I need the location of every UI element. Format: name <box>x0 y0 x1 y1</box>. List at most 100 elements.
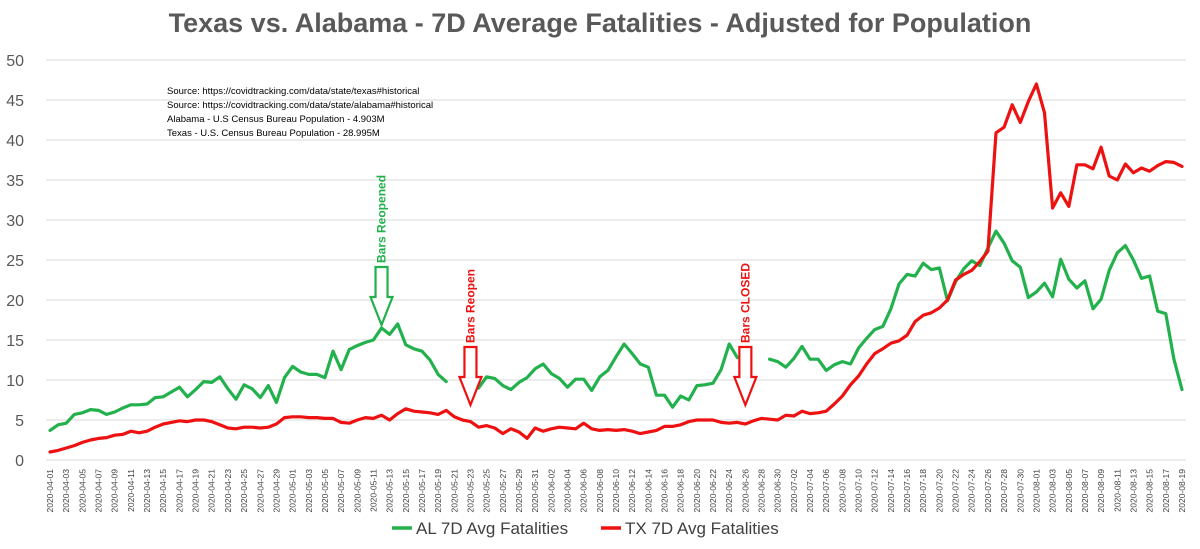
x-tick-label: 2020-06-24 <box>724 469 734 513</box>
x-tick-label: 2020-04-21 <box>207 469 217 513</box>
legend: AL 7D Avg Fatalities TX 7D Avg Fatalities <box>392 519 779 538</box>
source-note: Source: https://covidtracking.com/data/s… <box>167 100 433 111</box>
x-tick-label: 2020-05-07 <box>336 469 346 513</box>
x-tick-label: 2020-07-30 <box>1015 469 1025 513</box>
x-tick-label: 2020-05-31 <box>530 469 540 513</box>
x-tick-label: 2020-04-11 <box>126 469 136 512</box>
source-note: Texas - U.S. Census Bureau Population - … <box>167 128 380 139</box>
x-tick-label: 2020-04-03 <box>61 469 71 513</box>
x-tick-label: 2020-05-15 <box>401 469 411 513</box>
x-tick-label: 2020-07-10 <box>854 469 864 513</box>
x-tick-label: 2020-04-05 <box>77 469 87 513</box>
x-tick-label: 2020-06-10 <box>611 469 621 513</box>
x-tick-label: 2020-04-25 <box>239 469 249 513</box>
x-tick-label: 2020-08-17 <box>1161 469 1171 513</box>
source-note: Alabama - U.S Census Bureau Population -… <box>167 114 385 125</box>
x-tick-label: 2020-06-14 <box>643 469 653 513</box>
legend-label: AL 7D Avg Fatalities <box>416 519 568 538</box>
x-tick-label: 2020-06-18 <box>676 469 686 513</box>
x-tick-label: 2020-06-28 <box>757 469 767 513</box>
down-arrow-icon <box>368 265 395 329</box>
x-tick-label: 2020-06-26 <box>740 469 750 513</box>
x-tick-label: 2020-06-08 <box>595 469 605 513</box>
x-tick-label: 2020-07-16 <box>902 469 912 513</box>
y-tick-label: 10 <box>6 373 24 390</box>
x-tick-label: 2020-05-01 <box>288 469 298 513</box>
annotation-label: Bars CLOSED <box>738 263 752 343</box>
x-tick-label: 2020-04-17 <box>174 469 184 513</box>
x-tick-label: 2020-05-23 <box>465 469 475 513</box>
x-tick-label: 2020-04-13 <box>142 469 152 513</box>
x-tick-label: 2020-06-16 <box>660 469 670 513</box>
x-tick-label: 2020-07-22 <box>951 469 961 513</box>
x-tick-label: 2020-05-27 <box>498 469 508 513</box>
chart-title: Texas vs. Alabama - 7D Average Fatalitie… <box>169 8 1032 38</box>
y-tick-label: 35 <box>6 173 24 190</box>
x-tick-label: 2020-06-04 <box>562 469 572 513</box>
x-tick-label: 2020-06-30 <box>773 469 783 513</box>
x-tick-label: 2020-04-15 <box>158 469 168 513</box>
down-arrow-icon <box>457 345 484 409</box>
x-tick-label: 2020-04-23 <box>223 469 233 513</box>
x-tick-label: 2020-05-09 <box>352 469 362 513</box>
x-tick-label: 2020-05-29 <box>514 469 524 513</box>
down-arrow-icon <box>732 345 758 409</box>
x-tick-label: 2020-08-15 <box>1145 469 1155 513</box>
x-tick-label: 2020-07-26 <box>983 469 993 513</box>
x-tick-label: 2020-04-19 <box>191 469 201 513</box>
x-tick-label: 2020-08-05 <box>1064 469 1074 513</box>
series-line-tx <box>48 82 1184 454</box>
annotation: Bars CLOSED <box>732 263 758 409</box>
x-tick-label: 2020-05-03 <box>304 469 314 513</box>
annotation-label: Bars Reopened <box>375 175 389 263</box>
x-tick-label: 2020-05-05 <box>320 469 330 513</box>
x-tick-label: 2020-08-19 <box>1177 469 1187 513</box>
x-tick-label: 2020-08-13 <box>1128 469 1138 513</box>
x-tick-label: 2020-07-12 <box>870 469 880 513</box>
x-tick-label: 2020-07-04 <box>805 469 815 513</box>
x-tick-label: 2020-07-20 <box>934 469 944 513</box>
y-tick-label: 45 <box>6 93 24 110</box>
x-tick-label: 2020-07-14 <box>886 469 896 513</box>
y-tick-label: 0 <box>15 453 24 470</box>
annotation-label: Bars Reopen <box>463 269 477 343</box>
x-tick-label: 2020-07-28 <box>999 469 1009 513</box>
y-tick-label: 40 <box>6 133 24 150</box>
x-tick-label: 2020-06-06 <box>579 469 589 513</box>
x-tick-label: 2020-07-06 <box>821 469 831 513</box>
x-tick-label: 2020-06-22 <box>708 469 718 513</box>
y-tick-label: 50 <box>6 53 24 70</box>
x-tick-label: 2020-04-07 <box>94 469 104 513</box>
x-tick-label: 2020-04-09 <box>110 469 120 513</box>
x-tick-label: 2020-08-01 <box>1031 469 1041 513</box>
x-tick-label: 2020-05-19 <box>433 469 443 513</box>
y-tick-label: 25 <box>6 253 24 270</box>
y-tick-label: 5 <box>15 413 24 430</box>
x-tick-label: 2020-08-03 <box>1048 469 1058 513</box>
annotations: Bars Reopened Bars Reopen Bars CLOSED <box>368 175 758 409</box>
source-notes: Source: https://covidtracking.com/data/s… <box>167 86 433 139</box>
x-tick-label: 2020-06-02 <box>546 469 556 513</box>
annotation: Bars Reopened <box>368 175 395 329</box>
x-tick-label: 2020-07-24 <box>967 469 977 513</box>
y-axis: 0 5 10 15 20 25 30 35 40 45 50 <box>6 53 24 470</box>
y-tick-label: 30 <box>6 213 24 230</box>
y-tick-label: 20 <box>6 293 24 310</box>
legend-label: TX 7D Avg Fatalities <box>625 519 779 538</box>
x-tick-label: 2020-04-27 <box>255 469 265 513</box>
x-tick-label: 2020-07-18 <box>918 469 928 513</box>
x-tick-label: 2020-07-08 <box>837 469 847 513</box>
annotation: Bars Reopen <box>457 269 484 409</box>
x-tick-label: 2020-07-02 <box>789 469 799 513</box>
gridlines <box>46 59 1186 461</box>
x-tick-label: 2020-08-11 <box>1112 469 1122 512</box>
x-tick-label: 2020-04-29 <box>271 469 281 513</box>
y-tick-label: 15 <box>6 333 24 350</box>
x-tick-label: 2020-08-09 <box>1096 469 1106 513</box>
series-line-al <box>48 229 1184 432</box>
x-tick-label: 2020-05-13 <box>385 469 395 513</box>
source-note: Source: https://covidtracking.com/data/s… <box>167 86 419 97</box>
x-tick-label: 2020-05-25 <box>482 469 492 513</box>
x-tick-label: 2020-06-12 <box>627 469 637 513</box>
